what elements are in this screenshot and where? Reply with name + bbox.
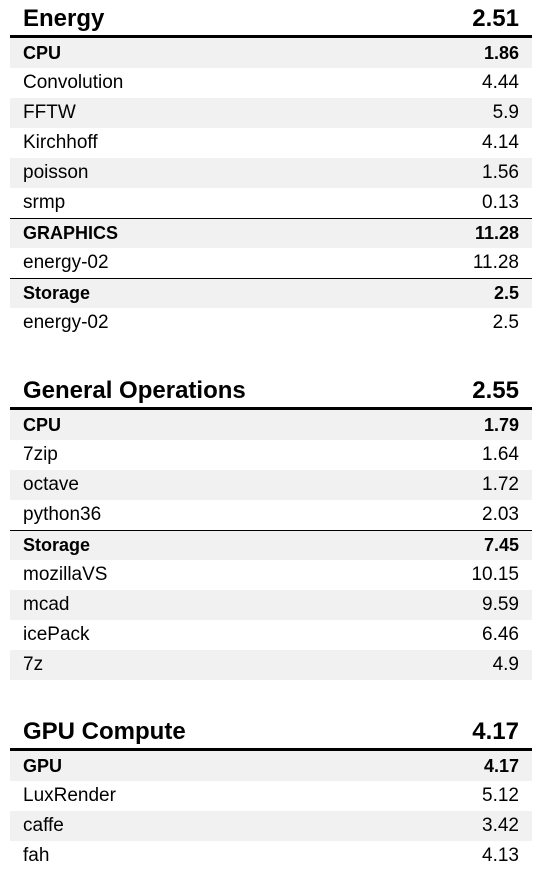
- group-score: 4.17: [483, 755, 519, 776]
- benchmark-label: energy-02: [23, 252, 109, 273]
- section-header: Energy 2.51: [10, 2, 532, 38]
- group-score: 2.5: [493, 283, 519, 303]
- group-label: Storage: [23, 283, 91, 303]
- section-energy: Energy 2.51 CPU 1.86 Convolution 4.44 FFTW 5.9 K…: [10, 2, 532, 338]
- benchmark-row: energy-02 2.5: [10, 308, 532, 338]
- benchmark-score: 2.5: [492, 312, 519, 333]
- benchmark-row: poisson 1.56: [10, 158, 532, 188]
- benchmark-row: FFTW 5.9: [10, 98, 532, 128]
- section-title: Energy: [23, 4, 105, 32]
- benchmark-row: Kirchhoff 4.14: [10, 128, 532, 158]
- group-label: GRAPHICS: [23, 223, 119, 243]
- benchmark-label: 7z: [23, 654, 44, 675]
- benchmark-score: 9.59: [482, 594, 519, 615]
- benchmark-row: Convolution 4.44: [10, 68, 532, 98]
- benchmark-label: mcad: [23, 594, 70, 615]
- group-score: 1.86: [483, 42, 519, 63]
- benchmark-score: 1.56: [482, 162, 519, 183]
- benchmark-row: caffe 3.42: [10, 811, 532, 841]
- benchmark-score: 3.42: [482, 815, 519, 836]
- group-row: CPU 1.86: [10, 38, 532, 68]
- benchmark-score: 4.9: [492, 654, 519, 675]
- group-score: 11.28: [474, 223, 519, 243]
- group-score: 1.79: [483, 414, 519, 435]
- group-label: CPU: [23, 414, 62, 435]
- group-row: Storage 7.45: [10, 530, 532, 560]
- benchmark-score: 10.15: [471, 564, 519, 585]
- benchmark-label: energy-02: [23, 312, 109, 333]
- section-title: GPU Compute: [23, 717, 186, 745]
- benchmark-row: octave 1.72: [10, 470, 532, 500]
- benchmark-score: 5.12: [482, 785, 519, 806]
- benchmark-row: 7zip 1.64: [10, 440, 532, 470]
- group-label: Storage: [23, 535, 91, 555]
- benchmark-label: srmp: [23, 192, 66, 213]
- benchmark-row: srmp 0.13: [10, 188, 532, 218]
- benchmark-row: python36 2.03: [10, 500, 532, 530]
- benchmark-label: FFTW: [23, 102, 76, 123]
- benchmark-row: energy-02 11.28: [10, 248, 532, 278]
- benchmark-score: 4.14: [482, 132, 519, 153]
- group-row: GPU 4.17: [10, 751, 532, 781]
- benchmark-score: 6.46: [482, 624, 519, 645]
- benchmark-score: 1.72: [482, 474, 519, 495]
- benchmark-label: poisson: [23, 162, 89, 183]
- section-score: 2.51: [472, 4, 519, 32]
- benchmark-label: fah: [23, 845, 50, 866]
- group-row: Storage 2.5: [10, 278, 532, 308]
- benchmark-label: caffe: [23, 815, 64, 836]
- section-gpu-compute: GPU Compute 4.17 GPU 4.17 LuxRender 5.12 caffe…: [10, 715, 532, 871]
- group-label: GPU: [23, 755, 63, 776]
- section-general-operations: General Operations 2.55 CPU 1.79 7zip 1.64 oct…: [10, 374, 532, 680]
- benchmark-score: 4.44: [482, 72, 519, 93]
- benchmark-score: 0.13: [482, 192, 519, 213]
- section-header: GPU Compute 4.17: [10, 715, 532, 751]
- benchmark-row: fah 4.13: [10, 841, 532, 871]
- benchmark-score: 5.9: [492, 102, 519, 123]
- group-row: CPU 1.79: [10, 410, 532, 440]
- benchmark-score: 1.64: [482, 444, 519, 465]
- group-score: 7.45: [483, 535, 519, 555]
- benchmark-label: python36: [23, 504, 102, 525]
- group-row: GRAPHICS 11.28: [10, 218, 532, 248]
- benchmark-score: 4.13: [482, 845, 519, 866]
- benchmark-score: 2.03: [482, 504, 519, 525]
- section-header: General Operations 2.55: [10, 374, 532, 410]
- benchmark-row: mozillaVS 10.15: [10, 560, 532, 590]
- benchmark-label: icePack: [23, 624, 90, 645]
- benchmark-row: mcad 9.59: [10, 590, 532, 620]
- section-score: 4.17: [472, 717, 519, 745]
- benchmark-row: 7z 4.9: [10, 650, 532, 680]
- benchmark-label: mozillaVS: [23, 564, 108, 585]
- benchmark-score: 11.28: [472, 252, 519, 273]
- benchmark-row: LuxRender 5.12: [10, 781, 532, 811]
- benchmark-label: 7zip: [23, 444, 58, 465]
- benchmark-label: Convolution: [23, 72, 124, 93]
- benchmark-row: icePack 6.46: [10, 620, 532, 650]
- section-score: 2.55: [472, 376, 519, 404]
- section-title: General Operations: [23, 376, 246, 404]
- benchmark-label: octave: [23, 474, 79, 495]
- benchmark-label: Kirchhoff: [23, 132, 98, 153]
- benchmark-label: LuxRender: [23, 785, 116, 806]
- group-label: CPU: [23, 42, 62, 63]
